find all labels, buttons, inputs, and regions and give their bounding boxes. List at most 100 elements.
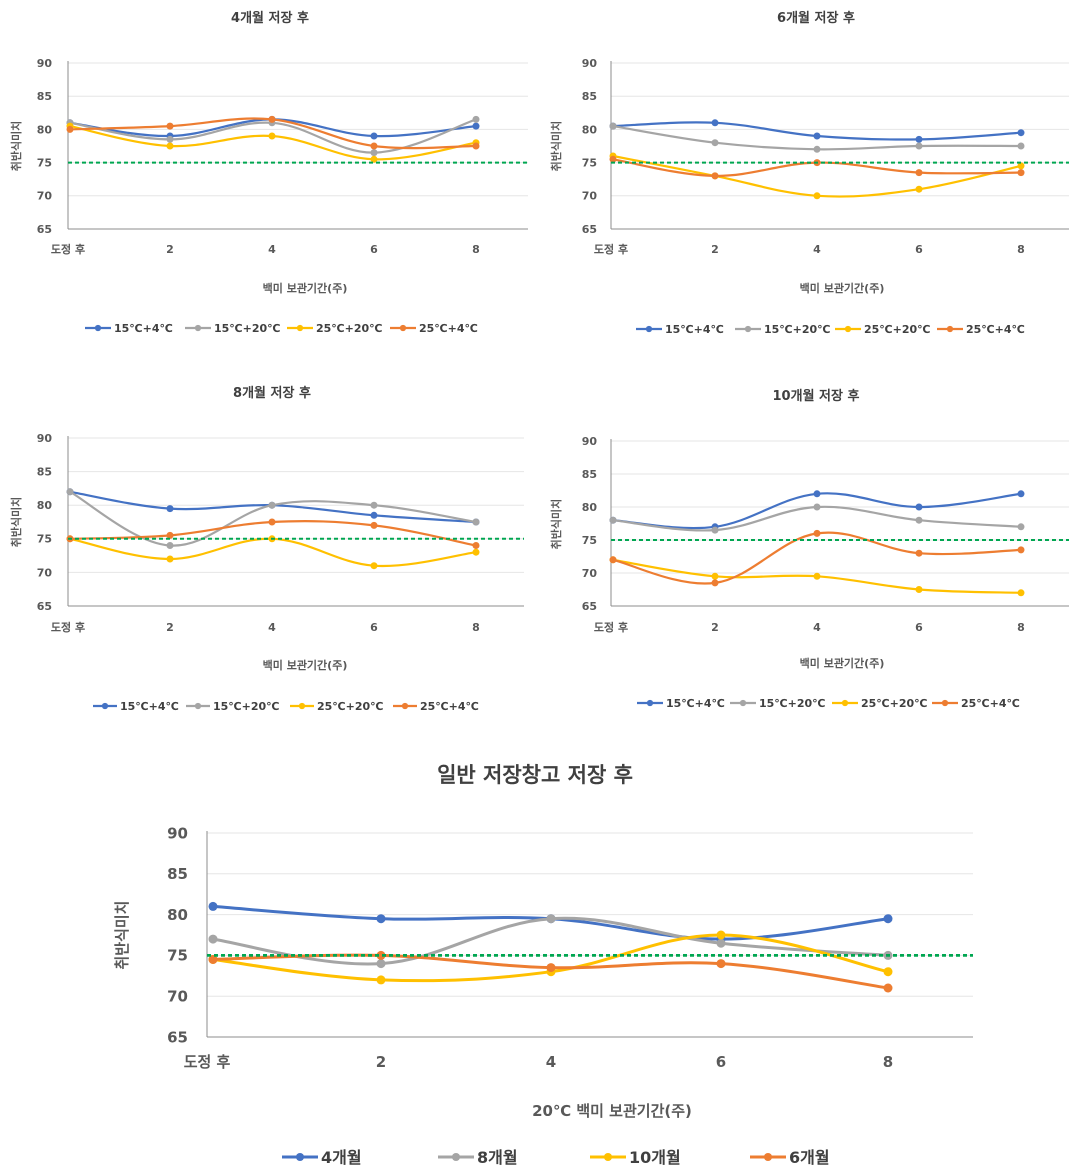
series-line-3 bbox=[68, 537, 478, 568]
chart-3: 8개월 저장 후 65 70 75 80 85 90 도정 후 2 4 6 8 백미 보관기간(주) 취반… bbox=[9, 385, 524, 713]
legend-marker bbox=[296, 324, 304, 332]
legend-marker bbox=[844, 325, 852, 333]
data-point bbox=[166, 555, 174, 563]
legend-marker bbox=[101, 702, 109, 710]
y-tick-label: 90 bbox=[582, 57, 598, 70]
x-axis-label: 백미 보관기간(주) bbox=[800, 281, 885, 295]
legend-label: 15℃+20℃ bbox=[214, 322, 280, 335]
legend-label: 25℃+20℃ bbox=[861, 697, 927, 710]
data-point bbox=[609, 516, 617, 524]
data-point bbox=[166, 122, 174, 130]
legend-label: 25℃+20℃ bbox=[864, 323, 930, 336]
y-tick-label: 65 bbox=[582, 600, 597, 613]
legend-marker bbox=[399, 324, 407, 332]
y-tick-label: 75 bbox=[167, 947, 188, 965]
y-axis-label: 취반식미치 bbox=[9, 497, 23, 548]
y-tick-label: 80 bbox=[582, 501, 598, 514]
y-axis-label: 취반식미치 bbox=[9, 121, 23, 172]
data-point bbox=[472, 115, 480, 123]
y-tick-label: 80 bbox=[37, 499, 53, 512]
data-point bbox=[1017, 523, 1025, 531]
x-axis-label: 백미 보관기간(주) bbox=[263, 281, 348, 295]
data-point bbox=[208, 934, 218, 944]
data-point bbox=[1017, 129, 1025, 137]
y-tick-label: 65 bbox=[37, 600, 52, 613]
data-point bbox=[883, 983, 893, 993]
x-axis-label: 백미 보관기간(주) bbox=[800, 656, 885, 670]
data-point bbox=[268, 132, 276, 140]
legend-label: 8개월 bbox=[477, 1148, 518, 1167]
x-tick-label: 8 bbox=[472, 243, 480, 256]
data-point bbox=[915, 185, 923, 193]
data-point bbox=[716, 959, 726, 969]
x-tick-label: 6 bbox=[915, 621, 923, 634]
x-tick-label: 8 bbox=[1017, 243, 1025, 256]
data-point bbox=[915, 135, 923, 143]
data-point bbox=[370, 511, 378, 519]
x-tick-label: 8 bbox=[1017, 621, 1025, 634]
data-point bbox=[711, 119, 719, 127]
data-point bbox=[370, 562, 378, 570]
y-tick-label: 80 bbox=[582, 123, 598, 136]
legend-label: 15℃+20℃ bbox=[764, 323, 830, 336]
data-point bbox=[1017, 589, 1025, 597]
data-point bbox=[546, 963, 556, 973]
legend-marker bbox=[946, 325, 954, 333]
data-point bbox=[370, 142, 378, 150]
y-tick-label: 70 bbox=[582, 190, 598, 203]
data-point bbox=[370, 149, 378, 157]
legend-marker bbox=[603, 1152, 613, 1162]
data-point bbox=[716, 938, 726, 948]
legend-label: 15℃+4℃ bbox=[120, 700, 179, 713]
data-point bbox=[208, 955, 218, 964]
legend-marker bbox=[841, 699, 849, 707]
data-point bbox=[268, 501, 276, 509]
data-point bbox=[1017, 546, 1025, 554]
legend-marker bbox=[744, 325, 752, 333]
data-point bbox=[915, 516, 923, 524]
data-point bbox=[915, 169, 923, 177]
y-axis-label: 취반식미치 bbox=[549, 121, 563, 172]
x-tick-label: 도정 후 bbox=[184, 1053, 231, 1071]
x-tick-label: 도정 후 bbox=[51, 620, 85, 634]
data-point bbox=[1017, 169, 1025, 177]
y-tick-label: 85 bbox=[37, 90, 52, 103]
legend-marker bbox=[941, 699, 949, 707]
chart-title: 4개월 저장 후 bbox=[231, 10, 309, 26]
legend-label: 25℃+4℃ bbox=[420, 700, 479, 713]
legend-marker bbox=[298, 702, 306, 710]
legend-label: 15℃+4℃ bbox=[665, 323, 724, 336]
data-point bbox=[376, 950, 386, 960]
data-point bbox=[370, 521, 378, 529]
x-tick-label: 도정 후 bbox=[51, 242, 85, 256]
legend-label: 25℃+20℃ bbox=[316, 322, 382, 335]
data-point bbox=[609, 556, 617, 564]
data-point bbox=[472, 142, 480, 150]
data-point bbox=[711, 579, 719, 587]
data-point bbox=[376, 959, 386, 969]
legend-label: 10개월 bbox=[629, 1148, 681, 1167]
legend-marker bbox=[94, 324, 102, 332]
data-point bbox=[166, 142, 174, 150]
data-point bbox=[1017, 142, 1025, 150]
series-line-3 bbox=[68, 125, 478, 161]
y-tick-label: 75 bbox=[37, 533, 52, 546]
legend-label: 25℃+4℃ bbox=[966, 323, 1025, 336]
x-tick-label: 6 bbox=[716, 1053, 726, 1071]
y-tick-label: 70 bbox=[582, 567, 598, 580]
x-tick-label: 4 bbox=[813, 621, 821, 634]
legend-label: 15℃+4℃ bbox=[114, 322, 173, 335]
y-tick-label: 90 bbox=[582, 435, 598, 448]
data-point bbox=[915, 503, 923, 511]
data-point bbox=[1017, 490, 1025, 498]
y-tick-label: 65 bbox=[37, 223, 52, 236]
chart-2: 6개월 저장 후 65 70 75 80 85 90 도정 후 2 4 6 8 백미 보관기간(주) 취반… bbox=[549, 10, 1069, 336]
x-tick-label: 2 bbox=[711, 243, 719, 256]
y-tick-label: 85 bbox=[167, 865, 188, 883]
data-point bbox=[66, 488, 74, 496]
data-point bbox=[472, 518, 480, 526]
legend-label: 25℃+4℃ bbox=[961, 697, 1020, 710]
chart-5: 일반 저장창고 저장 후 65 70 75 80 85 90 도정 후 2 4 6 8 20℃ 백미 보… bbox=[113, 763, 973, 1167]
legend-marker bbox=[739, 699, 747, 707]
